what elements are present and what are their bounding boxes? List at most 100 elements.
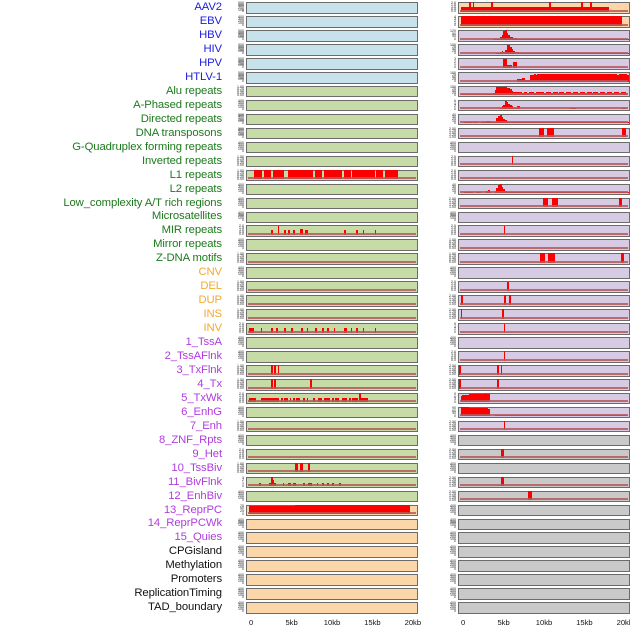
track-plot-right[interactable] <box>458 532 630 545</box>
track-plot-right[interactable] <box>458 309 630 321</box>
track-plot-right[interactable] <box>458 113 630 126</box>
track-plot-right[interactable] <box>458 392 630 405</box>
track-plot-left[interactable] <box>246 183 418 196</box>
track-plot-left[interactable] <box>246 113 418 126</box>
bar <box>340 169 343 180</box>
track-plot-right[interactable] <box>458 169 630 182</box>
track-plot-right[interactable] <box>458 560 630 572</box>
track-plot-right[interactable] <box>458 406 630 419</box>
track-plot-right[interactable] <box>458 602 630 614</box>
track-plot-left[interactable] <box>246 99 418 112</box>
track-plot-left[interactable] <box>246 85 418 98</box>
track-plot-right[interactable] <box>458 58 630 70</box>
track-plot-left[interactable] <box>246 239 418 251</box>
track-plot-left[interactable] <box>246 44 418 56</box>
y-tick-label: 200 <box>238 214 244 219</box>
track-plot-left[interactable] <box>246 155 418 168</box>
track-plot-right[interactable] <box>458 141 630 154</box>
track-plot-left[interactable] <box>246 127 418 140</box>
bar <box>564 74 567 82</box>
y-tick-label: 100 <box>450 43 456 48</box>
bar <box>291 327 293 333</box>
track-plot-right[interactable] <box>458 588 630 600</box>
track-plot-right[interactable] <box>458 365 630 377</box>
track-plot-left[interactable] <box>246 211 418 224</box>
y-tick-label: 0.50 <box>237 256 244 261</box>
track-plot-left[interactable] <box>246 351 418 363</box>
track-plot-left[interactable] <box>246 365 418 377</box>
track-plot-left[interactable] <box>246 169 418 182</box>
track-plot-right[interactable] <box>458 323 630 335</box>
track-plot-right[interactable] <box>458 127 630 140</box>
track-plot-right[interactable] <box>458 71 630 84</box>
track-plot-left[interactable] <box>246 197 418 210</box>
track-plot-left[interactable] <box>246 295 418 307</box>
track-plot-left[interactable] <box>246 574 418 586</box>
track-plot-right[interactable] <box>458 85 630 98</box>
y-tick-label: 100 <box>238 593 244 598</box>
track-plot-left[interactable] <box>246 518 418 531</box>
track-plot-left[interactable] <box>246 267 418 279</box>
y-tick-label: 100 <box>450 537 456 542</box>
track-plot-right[interactable] <box>458 476 630 489</box>
track-plot-right[interactable] <box>458 462 630 475</box>
track-plot-left[interactable] <box>246 253 418 265</box>
track-plot-right[interactable] <box>458 211 630 224</box>
track-plot-right[interactable] <box>458 281 630 293</box>
track-plot-right[interactable] <box>458 2 630 14</box>
track-plot-left[interactable] <box>246 546 418 558</box>
track-plot-right[interactable] <box>458 197 630 210</box>
track-plot-left[interactable] <box>246 448 418 461</box>
y-axis-ticks: 2.00 1.75 1.50 1.25 1.00 <box>440 490 457 503</box>
track-plot-left[interactable] <box>246 337 418 349</box>
track-plot-right[interactable] <box>458 574 630 586</box>
track-plot-right[interactable] <box>458 183 630 196</box>
track-plot-left[interactable] <box>246 560 418 572</box>
track-plot-right[interactable] <box>458 448 630 461</box>
track-plot-left[interactable] <box>246 434 418 447</box>
track-plot-left[interactable] <box>246 2 418 14</box>
track-plot-left[interactable] <box>246 16 418 28</box>
track-plot-left[interactable] <box>246 476 418 489</box>
track-plot-right[interactable] <box>458 546 630 558</box>
track-plot-left[interactable] <box>246 323 418 335</box>
track-plot-right[interactable] <box>458 99 630 112</box>
track-plot-right[interactable] <box>458 420 630 433</box>
track-plot-right[interactable] <box>458 351 630 363</box>
track-plot-left[interactable] <box>246 30 418 42</box>
track-plot-right[interactable] <box>458 267 630 279</box>
track-plot-left[interactable] <box>246 58 418 70</box>
track-plot-left[interactable] <box>246 462 418 475</box>
track-plot-left[interactable] <box>246 71 418 84</box>
track-plot-left[interactable] <box>246 588 418 600</box>
track-plot-right[interactable] <box>458 295 630 307</box>
track-plot-right[interactable] <box>458 504 630 517</box>
track-plot-left[interactable] <box>246 406 418 419</box>
track-plot-right[interactable] <box>458 378 630 391</box>
track-plot-right[interactable] <box>458 16 630 28</box>
track-plot-left[interactable] <box>246 420 418 433</box>
track-plot-left[interactable] <box>246 392 418 405</box>
track-plot-left[interactable] <box>246 490 418 503</box>
track-plot-left[interactable] <box>246 225 418 238</box>
track-plot-left[interactable] <box>246 504 418 517</box>
track-plot-right[interactable] <box>458 239 630 251</box>
y-tick-label: 6 <box>454 98 456 103</box>
track-plot-right[interactable] <box>458 225 630 238</box>
y-tick-label: 1.00 <box>237 84 244 89</box>
track-plot-left[interactable] <box>246 532 418 545</box>
track-plot-right[interactable] <box>458 337 630 349</box>
track-plot-right[interactable] <box>458 253 630 265</box>
track-plot-left[interactable] <box>246 378 418 391</box>
track-plot-left[interactable] <box>246 281 418 293</box>
track-plot-right[interactable] <box>458 30 630 42</box>
track-plot-left[interactable] <box>246 309 418 321</box>
bar <box>498 87 500 96</box>
track-plot-right[interactable] <box>458 518 630 531</box>
track-plot-right[interactable] <box>458 44 630 56</box>
track-plot-right[interactable] <box>458 155 630 168</box>
track-plot-right[interactable] <box>458 490 630 503</box>
track-plot-left[interactable] <box>246 602 418 614</box>
track-plot-right[interactable] <box>458 434 630 447</box>
track-plot-left[interactable] <box>246 141 418 154</box>
